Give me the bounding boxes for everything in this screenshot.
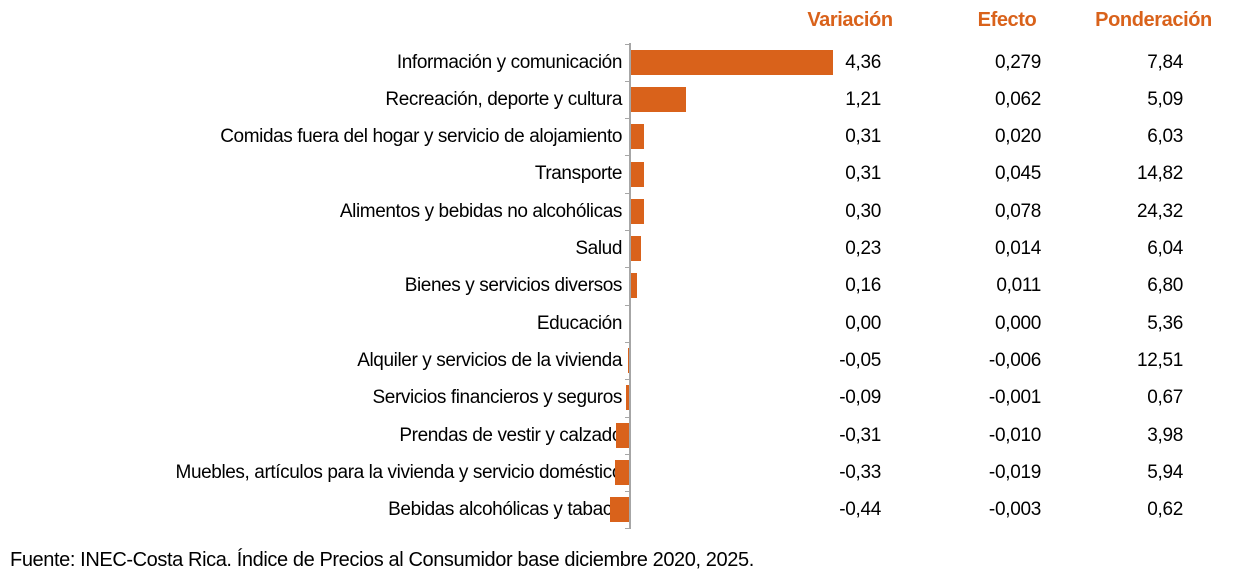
- efecto-value: -0,019: [988, 461, 1041, 483]
- category-label: Recreación, deporte y cultura: [385, 88, 622, 110]
- chart-row: Educación 0,00 0,000 5,36: [0, 305, 1250, 342]
- variacion-value: 4,36: [845, 51, 881, 73]
- efecto-value: -0,006: [988, 349, 1041, 371]
- axis-tick: [625, 341, 629, 343]
- ponderacion-value: 6,03: [1147, 126, 1183, 148]
- variacion-bar: [614, 459, 630, 485]
- axis-tick: [625, 267, 629, 269]
- variacion-value: 0,31: [845, 126, 881, 148]
- chart-row: Servicios financieros y seguros -0,09 -0,0…: [0, 379, 1250, 416]
- axis-tick: [625, 192, 629, 194]
- efecto-value: -0,010: [988, 424, 1041, 446]
- ponderacion-value: 6,04: [1147, 238, 1183, 259]
- axis-tick: [625, 230, 629, 231]
- chart-row: Muebles, artículos para la vivienda y se…: [0, 454, 1250, 491]
- ponderacion-value: 0,62: [1147, 499, 1183, 521]
- category-label: Muebles, artículos para la vivienda y se…: [175, 461, 623, 483]
- column-header-variacion: Variación: [807, 9, 893, 31]
- ponderacion-value: 0,67: [1147, 387, 1183, 409]
- ponderacion-value: 6,80: [1147, 275, 1183, 297]
- ponderacion-value: 7,84: [1147, 51, 1183, 73]
- variacion-bar: [630, 86, 687, 112]
- efecto-value: 0,078: [994, 200, 1041, 222]
- efecto-value: 0,000: [994, 312, 1041, 334]
- variacion-bar: [630, 49, 833, 75]
- axis-tick: [625, 416, 629, 418]
- column-header-efecto: Efecto: [977, 9, 1037, 31]
- variacion-value: 1,21: [845, 88, 881, 110]
- efecto-value: 0,062: [994, 88, 1041, 110]
- category-label: Servicios financieros y seguros: [372, 387, 623, 409]
- ponderacion-value: 14,82: [1136, 163, 1183, 185]
- variacion-value: -0,09: [839, 387, 881, 409]
- variacion-bar: [625, 385, 630, 411]
- chart-row: Información y comunicación 4,36 0,279 7,84: [0, 44, 1250, 81]
- variacion-bar: [609, 497, 630, 523]
- category-label: Bienes y servicios diversos: [404, 275, 623, 297]
- variacion-value: -0,05: [839, 349, 881, 371]
- efecto-value: 0,045: [994, 163, 1041, 185]
- column-header-ponderacion: Ponderación: [1095, 9, 1212, 31]
- y-axis-line: [629, 43, 631, 529]
- variacion-bar: [630, 236, 641, 262]
- chart-row: Transporte 0,31 0,045 14,82: [0, 155, 1250, 192]
- variacion-bar: [615, 422, 630, 448]
- variacion-bar: [630, 198, 644, 224]
- category-label: Prendas de vestir y calzado: [399, 424, 622, 446]
- ponderacion-value: 5,94: [1147, 461, 1183, 483]
- variacion-value: 0,16: [845, 275, 881, 297]
- axis-tick: [625, 491, 629, 493]
- category-label: Educación: [536, 312, 623, 334]
- ponderacion-value: 5,36: [1147, 312, 1183, 334]
- chart-row: Alimentos y bebidas no alcohólicas 0,30 0,…: [0, 193, 1250, 230]
- variacion-value: -0,33: [839, 461, 881, 483]
- category-label: Transporte: [534, 163, 623, 185]
- variacion-value: 0,31: [845, 163, 881, 185]
- chart-row: Bienes y servicios diversos 0,16 0,011 6,80: [0, 267, 1250, 304]
- variacion-bar: [630, 124, 645, 150]
- efecto-value: 0,279: [994, 51, 1041, 73]
- variacion-value: 0,00: [845, 312, 881, 334]
- axis-tick: [625, 379, 629, 381]
- variacion-bar: [630, 273, 638, 299]
- category-label: Información y comunicación: [396, 51, 623, 73]
- source-note: Fuente: INEC-Costa Rica. Índice de Preci…: [10, 549, 754, 571]
- variacion-value: -0,44: [839, 499, 881, 521]
- category-label: Alquiler y servicios de la vivienda: [357, 349, 622, 371]
- efecto-value: -0,003: [988, 499, 1041, 521]
- variacion-value: 0,23: [845, 238, 881, 259]
- chart-row: Recreación, deporte y cultura 1,21 0,062 5,…: [0, 81, 1250, 118]
- ponderacion-value: 3,98: [1147, 424, 1183, 446]
- variacion-value: 0,30: [845, 200, 881, 222]
- axis-tick: [625, 155, 629, 157]
- chart-row: Salud 0,23 0,014 6,04: [0, 230, 1250, 267]
- efecto-value: 0,011: [996, 275, 1041, 297]
- ponderacion-value: 24,32: [1136, 200, 1183, 222]
- axis-tick: [625, 80, 629, 82]
- variacion-bar: [627, 348, 630, 374]
- axis-tick: [625, 453, 629, 455]
- chart-row: Bebidas alcohólicas y tabaco -0,44 -0,003 0…: [0, 491, 1250, 528]
- axis-tick: [625, 304, 629, 306]
- chart-row: Alquiler y servicios de la vivienda -0,05…: [0, 342, 1250, 379]
- category-label: Salud: [575, 238, 622, 259]
- efecto-value: 0,020: [994, 126, 1041, 148]
- chart-row: Comidas fuera del hogar y servicio de al…: [0, 118, 1250, 155]
- axis-tick: [625, 528, 629, 530]
- chart-row: Prendas de vestir y calzado -0,31 -0,010 3,…: [0, 417, 1250, 454]
- axis-tick: [625, 118, 629, 120]
- variacion-bar: [630, 161, 645, 187]
- category-label: Alimentos y bebidas no alcohólicas: [339, 200, 623, 222]
- ponderacion-value: 12,51: [1136, 349, 1183, 371]
- ponderacion-value: 5,09: [1147, 88, 1183, 110]
- variacion-value: -0,31: [839, 424, 881, 446]
- axis-tick: [625, 43, 629, 45]
- efecto-value: -0,001: [988, 387, 1041, 409]
- efecto-value: 0,014: [994, 238, 1041, 259]
- category-label: Comidas fuera del hogar y servicio de al…: [220, 126, 622, 148]
- category-label: Bebidas alcohólicas y tabaco: [388, 499, 622, 521]
